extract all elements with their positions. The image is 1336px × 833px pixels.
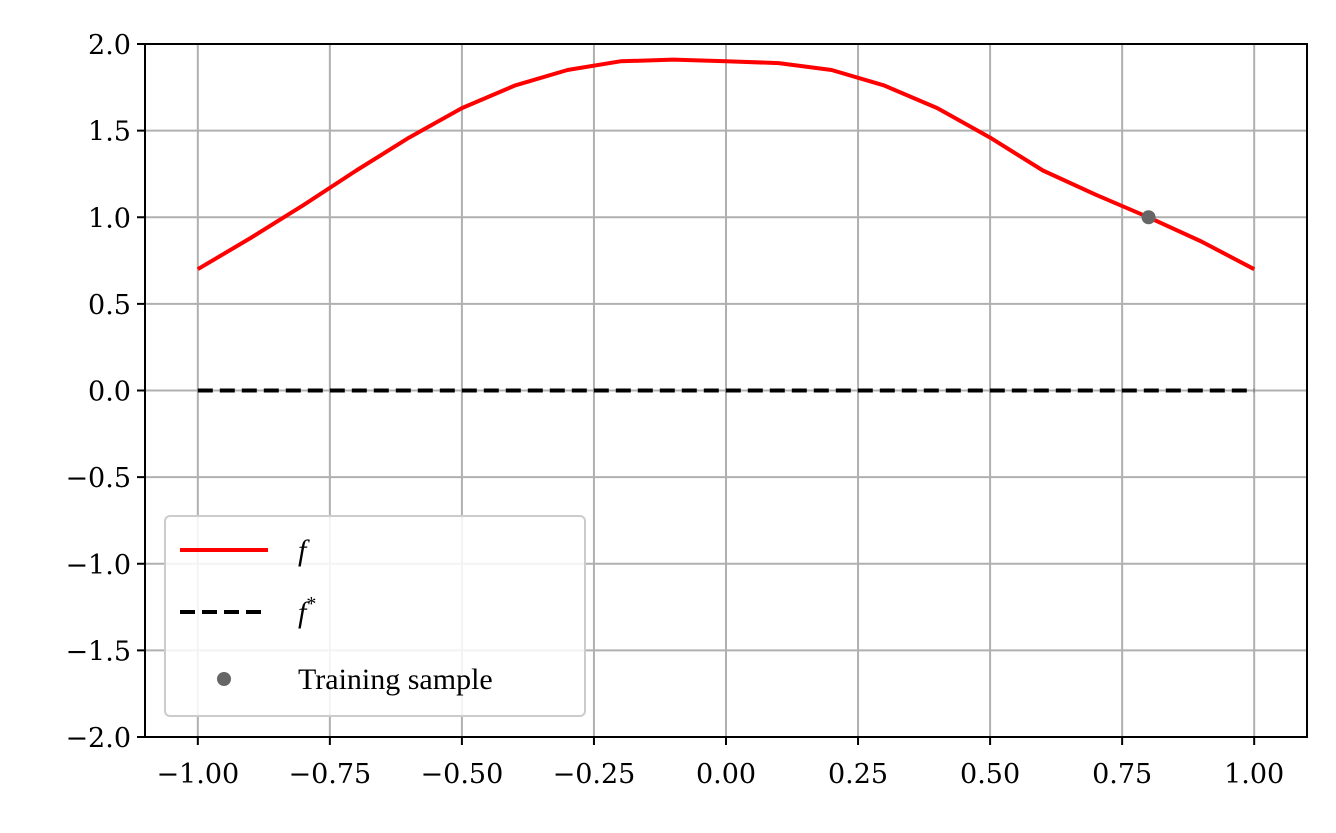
- x-tick-label: −0.25: [553, 759, 636, 790]
- series-training-sample-point: [1141, 210, 1156, 225]
- y-tick-label: −2.0: [65, 723, 131, 754]
- y-tick-label: 1.5: [88, 117, 131, 148]
- x-tick-label: 0.50: [960, 759, 1020, 790]
- axis-ticks: −1.00 −0.75 −0.50 −0.25 0.00 0.25 0.50 0.75 1.00…: [65, 30, 1284, 790]
- x-tick-label: −0.75: [288, 759, 371, 790]
- x-tick-label: 0.75: [1092, 759, 1152, 790]
- legend-label-training-sample: Training sample: [298, 663, 493, 696]
- y-tick-label: −0.5: [65, 463, 131, 494]
- x-tick-label: −1.00: [156, 759, 239, 790]
- legend-label-f-star-sup: *: [306, 593, 316, 615]
- y-tick-label: 1.0: [88, 203, 131, 234]
- y-tick-label: 0.5: [88, 290, 131, 321]
- series-f-line: [196, 57, 1256, 271]
- x-tick-label: −0.50: [421, 759, 504, 790]
- y-tick-label: 2.0: [88, 30, 131, 61]
- y-tick-label: −1.0: [65, 550, 131, 581]
- x-tick-label: 0.00: [696, 759, 756, 790]
- x-tick-label: 1.00: [1224, 759, 1284, 790]
- plot-series: [196, 57, 1256, 393]
- legend-swatch-training-sample: [217, 672, 231, 686]
- y-tick-label: 0.0: [88, 377, 131, 408]
- legend: f f* Training sample: [164, 515, 586, 717]
- x-tick-label: 0.25: [828, 759, 888, 790]
- y-tick-label: −1.5: [65, 636, 131, 667]
- legend-label-training-sample-text: Training sample: [298, 663, 493, 696]
- legend-box: [164, 515, 586, 717]
